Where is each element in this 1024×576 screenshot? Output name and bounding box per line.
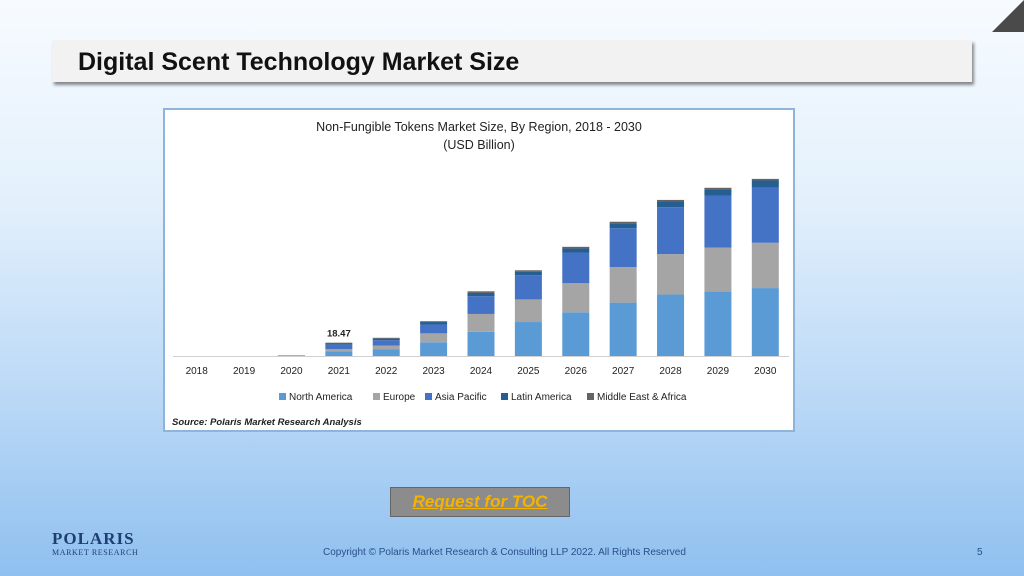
x-tick-label: 2018: [186, 366, 209, 377]
data-label: 18.47: [327, 329, 351, 340]
bar-segment: [562, 246, 590, 249]
legend-swatch: [373, 393, 380, 400]
bar-segment: [704, 187, 732, 190]
legend-label: North America: [289, 392, 353, 403]
bar-segment: [420, 321, 448, 323]
x-tick-label: 2024: [470, 366, 493, 377]
bar-segment: [751, 242, 779, 289]
bar-segment: [467, 331, 495, 356]
logo-subtitle: MARKET RESEARCH: [52, 548, 139, 557]
logo-name: POLARIS: [52, 529, 135, 548]
bar-segment: [562, 312, 590, 356]
bar-segment: [562, 248, 590, 253]
bar-segment: [657, 294, 685, 356]
bar-segment: [657, 199, 685, 202]
bar-segment: [657, 201, 685, 208]
bar-segment: [325, 343, 353, 345]
x-tick-label: 2020: [280, 366, 303, 377]
bar-segment: [751, 180, 779, 188]
copyright-text: Copyright © Polaris Market Research & Co…: [323, 547, 686, 558]
bar-segment: [467, 313, 495, 332]
bar-segment: [372, 349, 400, 356]
bar-segment: [514, 322, 542, 356]
chart-title: Non-Fungible Tokens Market Size, By Regi…: [316, 120, 642, 134]
bar-segment: [372, 338, 400, 341]
bar-segment: [420, 322, 448, 325]
bar-segment: [751, 178, 779, 181]
bar-segment: [657, 254, 685, 295]
legend-swatch: [279, 393, 286, 400]
legend-label: Latin America: [511, 392, 572, 403]
legend-label: Asia Pacific: [435, 392, 487, 403]
bar-segment: [704, 189, 732, 196]
legend-swatch: [501, 393, 508, 400]
chart-subtitle: (USD Billion): [443, 138, 515, 152]
bar-segment: [562, 283, 590, 313]
bar-segment: [420, 342, 448, 356]
bar-segment: [372, 340, 400, 346]
bar-segment: [514, 299, 542, 323]
request-toc-button[interactable]: Request for TOC: [390, 487, 570, 517]
polaris-logo: POLARIS MARKET RESEARCH: [52, 530, 138, 559]
bar-segment: [751, 187, 779, 243]
bar-segment: [609, 223, 637, 229]
bar-segment: [514, 275, 542, 300]
bar-segment: [609, 302, 637, 356]
bar-segment: [325, 342, 353, 344]
x-tick-label: 2026: [565, 366, 588, 377]
x-tick-label: 2030: [754, 366, 777, 377]
bar-segment: [609, 221, 637, 224]
x-tick-label: 2029: [707, 366, 730, 377]
x-tick-label: 2028: [659, 366, 682, 377]
bar-segment: [325, 351, 353, 356]
bar-segment: [562, 252, 590, 284]
bar-segment: [325, 344, 353, 350]
title-bar: Digital Scent Technology Market Size: [52, 40, 972, 82]
bar-segment: [420, 333, 448, 343]
bar-segment: [751, 288, 779, 356]
bar-segment: [609, 228, 637, 268]
chart-panel: Non-Fungible Tokens Market Size, By Regi…: [163, 108, 795, 432]
bar-segment: [420, 324, 448, 334]
bar-segment: [372, 337, 400, 339]
x-tick-label: 2019: [233, 366, 256, 377]
chart-source: Source: Polaris Market Research Analysis: [172, 417, 362, 428]
bar-segment: [704, 195, 732, 248]
corner-fold-decoration: [992, 0, 1024, 32]
bar-segment: [372, 345, 400, 350]
stacked-bar-chart: Non-Fungible Tokens Market Size, By Regi…: [172, 120, 789, 428]
page-number: 5: [977, 547, 983, 558]
x-tick-label: 2027: [612, 366, 635, 377]
bar-segment: [609, 267, 637, 303]
page-title: Digital Scent Technology Market Size: [78, 48, 520, 76]
x-tick-label: 2023: [422, 366, 445, 377]
bar-segment: [467, 292, 495, 297]
legend-label: Middle East & Africa: [597, 392, 687, 403]
bar-segment: [514, 270, 542, 272]
bar-segment: [325, 349, 353, 352]
legend-swatch: [425, 393, 432, 400]
x-tick-label: 2022: [375, 366, 398, 377]
bar-segment: [657, 207, 685, 255]
x-tick-label: 2025: [517, 366, 540, 377]
x-tick-label: 2021: [328, 366, 351, 377]
bar-segment: [704, 291, 732, 356]
bar-segment: [514, 271, 542, 276]
bar-segment: [467, 291, 495, 293]
bar-segment: [704, 247, 732, 292]
bar-segment: [467, 296, 495, 314]
legend-label: Europe: [383, 392, 416, 403]
legend-swatch: [587, 393, 594, 400]
